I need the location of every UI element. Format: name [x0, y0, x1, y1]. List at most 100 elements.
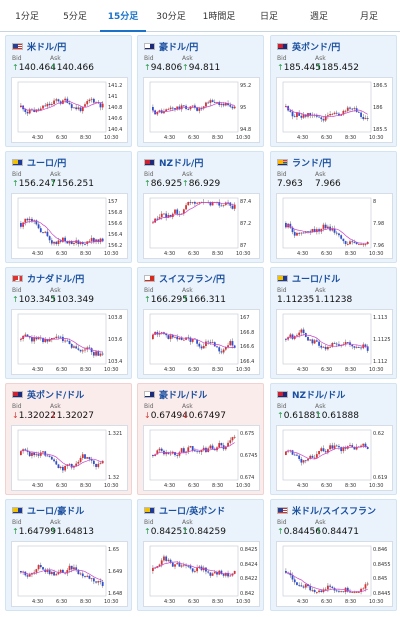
candle — [353, 592, 356, 593]
ask-label: Ask — [50, 55, 61, 62]
candle — [169, 107, 172, 110]
candlestick-chart[interactable]: 157 156.8 156.6 156.4 156.2 4:30 6:30 8:30 10:30 — [11, 193, 128, 259]
x-tick-label: 8:30 — [345, 367, 357, 373]
pair-name[interactable]: カナダドル/円 — [27, 274, 85, 285]
chart-canvas — [149, 545, 239, 597]
pair-name[interactable]: ユーロ/ドル — [292, 274, 341, 285]
candle — [174, 336, 176, 338]
bid-price: ↑0.84251 — [144, 527, 188, 537]
tab-2[interactable]: 15分足 — [100, 9, 146, 32]
tab-6[interactable]: 週足 — [309, 12, 328, 22]
candle — [304, 584, 307, 588]
rate-card[interactable]: ランド/円 Bid Ask 7.963 7.966 8 7.98 7.96 4:30 6:30 8:… — [270, 151, 397, 263]
candlestick-chart[interactable]: 0.8425 0.8424 0.8422 0.842 4:30 6:30 8:30 10:30 — [143, 541, 260, 607]
rate-card[interactable]: ユーロ/ドル Bid Ask 1.11235 1.11238 1.113 1.1125 1.1… — [270, 267, 397, 379]
pair-name[interactable]: 豪ドル/円 — [159, 42, 199, 53]
candle — [99, 463, 102, 465]
rate-card[interactable]: 豪ドル/円 Bid Ask ↑94.806 ↑94.811 95.2 95 94.8 4:30 6… — [137, 35, 264, 147]
pair-name[interactable]: NZドル/ドル — [292, 390, 346, 401]
candlestick-chart[interactable]: 87.4 87.2 87 4:30 6:30 8:30 10:30 — [143, 193, 260, 259]
rate-card[interactable]: カナダドル/円 Bid Ask ↑103.345 ↑103.349 103.8 103.6 1… — [5, 267, 132, 379]
pair-name[interactable]: ランド/円 — [292, 158, 332, 169]
pair-name[interactable]: ユーロ/英ポンド — [159, 506, 226, 517]
candlestick-chart[interactable]: 1.321 1.32 4:30 6:30 8:30 10:30 — [11, 425, 128, 491]
pair-name[interactable]: 豪ドル/ドル — [159, 390, 208, 401]
pair-name[interactable]: 英ポンド/ドル — [27, 390, 85, 401]
candle — [68, 463, 71, 465]
card-header: 豪ドル/円 — [144, 39, 198, 53]
pair-name[interactable]: 米ドル/スイスフラン — [292, 506, 377, 517]
bid-label: Bid — [144, 287, 154, 294]
rate-card[interactable]: 米ドル/円 Bid Ask ↑140.464 ↑140.466 141.2 141 140.8… — [5, 35, 132, 147]
candle — [88, 241, 91, 242]
rate-card[interactable]: 米ドル/スイスフラン Bid Ask ↑0.84456 ↑0.84471 0.846 0.8… — [270, 499, 397, 611]
candlestick-chart[interactable]: 1.65 1.649 1.648 4:30 6:30 8:30 10:30 — [11, 541, 128, 607]
candle — [351, 445, 354, 447]
y-tick-label: 166.6 — [240, 344, 255, 351]
rate-card[interactable]: ユーロ/英ポンド Bid Ask ↑0.84251 ↑0.84259 0.8425 0.84… — [137, 499, 264, 611]
trend-arrow-icon: ↑ — [315, 527, 322, 536]
candlestick-chart[interactable]: 95.2 95 94.8 4:30 6:30 8:30 10:30 — [143, 77, 260, 143]
candle — [35, 220, 38, 225]
rate-card[interactable]: NZドル/ドル Bid Ask ↑0.61881 ↑0.61888 0.62 0.619 4:… — [270, 383, 397, 495]
candle — [90, 348, 93, 353]
candle — [55, 99, 58, 101]
candle — [349, 342, 351, 345]
candle — [364, 443, 367, 448]
candle — [81, 106, 84, 112]
candlestick-chart[interactable]: 186.5 186 185.5 4:30 6:30 8:30 10:30 — [276, 77, 393, 143]
candlestick-chart[interactable]: 0.846 0.8455 0.845 0.8445 4:30 6:30 8:30 10:30 — [276, 541, 393, 607]
candle — [200, 202, 203, 203]
y-tick-label: 141 — [108, 94, 118, 100]
rate-card[interactable]: 豪ドル/ドル Bid Ask ↓0.67494 ↓0.67497 0.675 0.6745 0… — [137, 383, 264, 495]
tab-3[interactable]: 30分足 — [156, 12, 186, 22]
rate-card[interactable]: 英ポンド/円 Bid Ask ↑185.445 ↑185.452 186.5 186 185.… — [270, 35, 397, 147]
tab-4[interactable]: 1時間足 — [202, 12, 236, 22]
x-tick-label: 4:30 — [164, 251, 176, 257]
x-tick-label: 10:30 — [104, 367, 119, 373]
y-tick-label: 166.8 — [240, 329, 255, 336]
tab-1[interactable]: 5分足 — [63, 12, 87, 22]
candle — [324, 116, 327, 121]
candle — [165, 109, 168, 112]
rate-card[interactable]: NZドル/円 Bid Ask ↑86.925 ↑86.929 87.4 87.2 87 4:30… — [137, 151, 264, 263]
candle — [307, 231, 309, 233]
candle — [182, 209, 185, 214]
y-tick-label: 0.845 — [373, 576, 388, 583]
candle — [99, 581, 102, 582]
candle — [209, 100, 212, 103]
candle — [211, 100, 214, 102]
candle — [92, 578, 95, 582]
candlestick-chart[interactable]: 167 166.8 166.6 166.4 4:30 6:30 8:30 10:30 — [143, 309, 260, 375]
rate-card[interactable]: ユーロ/円 Bid Ask ↑156.247 ↑156.251 157 156.8 156.6… — [5, 151, 132, 263]
pair-name[interactable]: 英ポンド/円 — [292, 42, 341, 53]
candlestick-chart[interactable]: 0.62 0.619 4:30 6:30 8:30 10:30 — [276, 425, 393, 491]
candle — [33, 572, 36, 574]
candlestick-chart[interactable]: 103.8 103.6 103.4 4:30 6:30 8:30 10:30 — [11, 309, 128, 375]
tab-7[interactable]: 月足 — [359, 12, 378, 22]
rate-card[interactable]: スイスフラン/円 Bid Ask ↑166.295 ↑166.311 167 166.8 16… — [137, 267, 264, 379]
candle — [309, 113, 312, 116]
x-tick-label: 8:30 — [80, 135, 92, 141]
tab-5[interactable]: 日足 — [259, 12, 278, 22]
tab-0[interactable]: 1分足 — [15, 12, 39, 22]
pair-name[interactable]: 米ドル/円 — [27, 42, 67, 53]
eu-flag-icon — [12, 506, 23, 514]
ask-label: Ask — [182, 287, 193, 294]
candle — [209, 202, 212, 206]
rate-card[interactable]: 英ポンド/ドル Bid Ask ↓1.32022 ↓1.32027 1.321 1.32 4:… — [5, 383, 132, 495]
pair-name[interactable]: ユーロ/豪ドル — [27, 506, 85, 517]
pair-name[interactable]: NZドル/円 — [159, 158, 204, 169]
candle — [97, 239, 100, 243]
candlestick-chart[interactable]: 8 7.98 7.96 4:30 6:30 8:30 10:30 — [276, 193, 393, 259]
pair-name[interactable]: スイスフラン/円 — [159, 274, 226, 285]
candlestick-chart[interactable]: 1.113 1.1125 1.112 4:30 6:30 8:30 10:30 — [276, 309, 393, 375]
candlestick-chart[interactable]: 141.2 141 140.8 140.6 140.4 4:30 6:30 8:30 10:30 — [11, 77, 128, 143]
rate-card[interactable]: ユーロ/豪ドル Bid Ask ↑1.64799 ↑1.64813 1.65 1.649 1.… — [5, 499, 132, 611]
pair-name[interactable]: ユーロ/円 — [27, 158, 67, 169]
x-tick-label: 6:30 — [188, 135, 200, 141]
candle — [207, 341, 210, 343]
candle — [174, 564, 176, 567]
candle — [357, 244, 360, 245]
candlestick-chart[interactable]: 0.675 0.6745 0.674 4:30 6:30 8:30 10:30 — [143, 425, 260, 491]
